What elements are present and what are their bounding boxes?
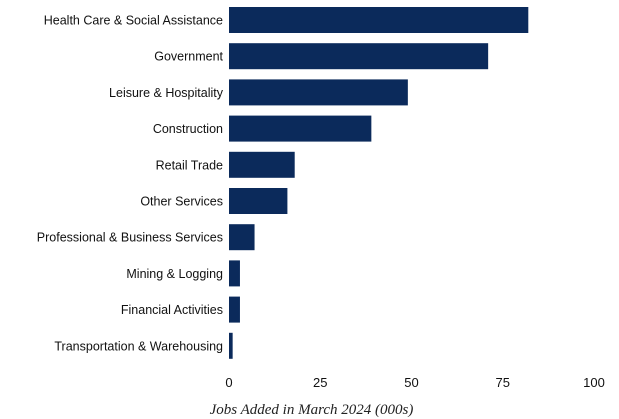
category-label: Construction [153,122,223,136]
category-label: Leisure & Hospitality [109,86,224,100]
category-label: Mining & Logging [126,267,223,281]
x-tick-label: 100 [583,375,605,390]
bar [229,7,528,33]
bars-group [229,7,528,359]
bar [229,333,233,359]
category-label: Government [154,50,223,64]
bar [229,116,371,142]
category-label: Professional & Business Services [37,231,223,245]
bar [229,224,255,250]
bar [229,297,240,323]
bar [229,152,295,178]
category-label: Health Care & Social Assistance [44,14,223,28]
bar [229,188,287,214]
category-label: Retail Trade [156,158,223,172]
x-axis-title: Jobs Added in March 2024 (000s) [210,402,414,418]
category-label: Other Services [140,195,223,209]
category-label: Financial Activities [121,303,223,317]
x-tick-label: 0 [225,375,232,390]
x-tick-label: 75 [496,375,510,390]
bar [229,79,408,105]
x-axis-ticks: 0 25 50 75 100 [225,375,604,390]
bar [229,43,488,69]
category-label: Transportation & Warehousing [54,339,223,353]
bar [229,260,240,286]
category-labels: Health Care & Social Assistance Governmen… [37,14,224,354]
x-tick-label: 25 [313,375,327,390]
x-tick-label: 50 [404,375,418,390]
